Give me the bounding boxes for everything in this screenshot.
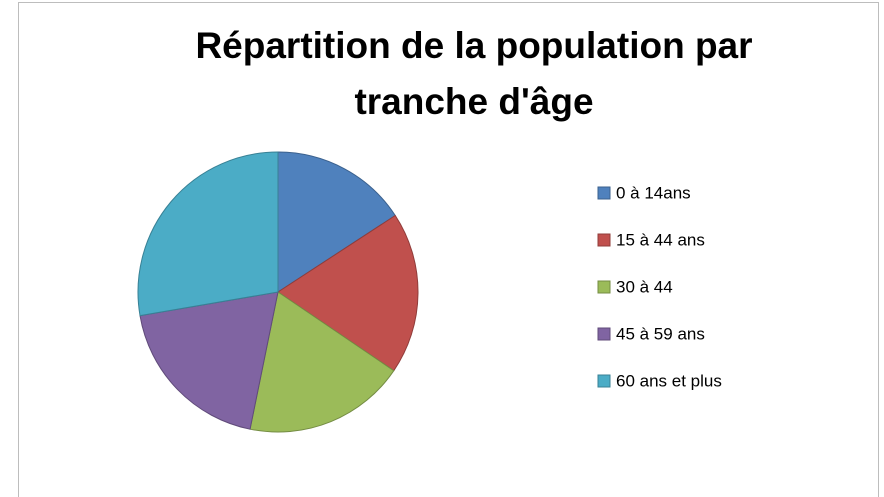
legend-label: 60 ans et plus bbox=[616, 371, 722, 390]
legend-swatch bbox=[597, 280, 611, 294]
chart-title: Répartition de la population par tranche… bbox=[195, 25, 753, 122]
legend-swatch bbox=[597, 233, 611, 247]
legend-label: 0 à 14ans bbox=[616, 183, 691, 202]
chart-frame bbox=[18, 2, 879, 497]
legend-swatch bbox=[597, 374, 611, 388]
pie-slice bbox=[277, 151, 396, 293]
legend-swatch bbox=[597, 186, 611, 200]
legend-swatch bbox=[597, 327, 611, 341]
legend-label: 45 à 59 ans bbox=[616, 324, 705, 343]
pie-slice bbox=[137, 151, 279, 317]
pie-slice bbox=[277, 214, 419, 372]
legend-label: 15 à 44 ans bbox=[616, 230, 705, 249]
legend-label: 30 à 44 bbox=[616, 277, 673, 296]
pie-slice bbox=[249, 291, 395, 433]
pie-slice bbox=[139, 291, 279, 430]
